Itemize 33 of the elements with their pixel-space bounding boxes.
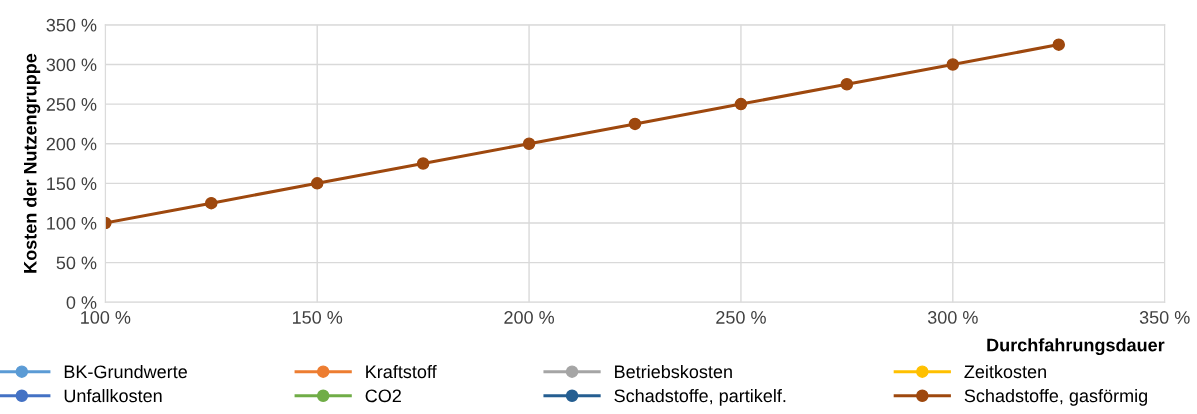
x-axis-title: Durchfahrungsdauer — [987, 338, 1165, 356]
x-tick-label: 300 % — [927, 311, 978, 324]
legend-label: Zeitkosten — [964, 364, 1046, 379]
x-tick-label: 250 % — [716, 311, 766, 324]
legend-label: Schadstoffe, partikelf. — [614, 388, 786, 406]
legend-label: Kraftstoff — [366, 364, 437, 379]
y-tick-label: 200 % — [46, 137, 97, 151]
x-tick-label: 350 % — [1139, 311, 1190, 324]
x-tick-label: 150 % — [292, 311, 343, 324]
y-tick-label: 300 % — [46, 58, 97, 72]
y-axis-title: Kosten der Nutzengruppe — [23, 53, 41, 273]
point — [628, 117, 642, 131]
point — [522, 137, 536, 150]
y-tick-label: 350 % — [46, 18, 97, 32]
legend-label: Betriebskosten — [615, 364, 732, 379]
y-tick-label: 250 % — [46, 98, 97, 111]
x-tick-label: 100 % — [81, 311, 131, 324]
x-tick-label: 200 % — [504, 311, 555, 324]
point — [416, 157, 430, 170]
legend-label: Unfallkosten — [64, 388, 162, 403]
point — [1052, 38, 1065, 51]
point — [205, 196, 218, 210]
point — [840, 78, 854, 91]
legend-label: CO2 — [365, 389, 401, 403]
legend-label: Schadstoffe, gasförmig — [964, 388, 1148, 406]
y-tick-label: 0 % — [66, 296, 97, 309]
y-tick-label: 100 % — [47, 216, 97, 230]
point — [734, 97, 748, 111]
y-tick-label: 150 % — [47, 177, 97, 191]
y-tick-label: 50 % — [56, 256, 97, 270]
point — [310, 177, 324, 190]
point — [946, 58, 960, 71]
legend-label: BK-Grundwerte — [64, 364, 187, 379]
